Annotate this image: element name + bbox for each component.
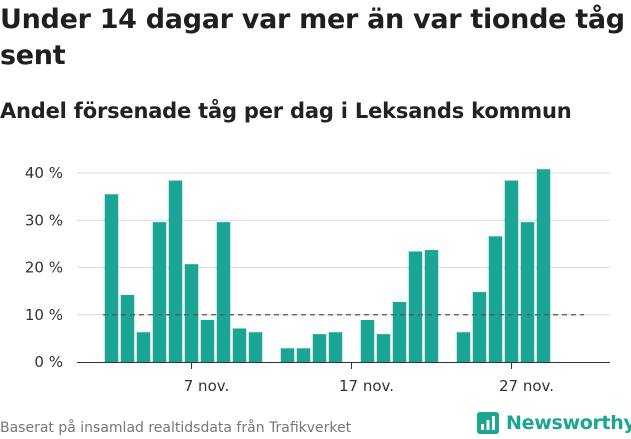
bar	[200, 319, 215, 362]
chart-title: Under 14 dagar var mer än var tionde tåg…	[0, 4, 625, 71]
bar	[520, 222, 535, 362]
bar	[472, 292, 487, 362]
x-tick-label: 27 nov.	[499, 377, 554, 395]
bar	[216, 222, 231, 362]
bar	[168, 180, 183, 362]
y-tick-label: 30 %	[25, 211, 63, 229]
chart-subtitle: Andel försenade tåg per dag i Leksands k…	[0, 99, 572, 123]
bar	[120, 294, 135, 362]
source-note: Baserat på insamlad realtidsdata från Tr…	[0, 420, 352, 436]
bar	[248, 332, 263, 362]
bar	[232, 328, 247, 362]
bar	[392, 301, 407, 362]
bar	[408, 251, 423, 362]
bar	[504, 180, 519, 362]
bar	[152, 222, 167, 362]
logo-text: Newsworthy	[506, 412, 631, 434]
x-tick-label: 17 nov.	[339, 377, 394, 395]
bar	[424, 250, 439, 362]
bar	[456, 332, 471, 362]
y-tick-label: 10 %	[25, 306, 63, 324]
bar	[488, 236, 503, 362]
bar	[296, 348, 311, 362]
newsworthy-logo[interactable]: Newsworthy	[476, 409, 631, 437]
bar	[360, 319, 375, 362]
bar	[104, 194, 119, 362]
bar	[536, 169, 551, 362]
bar	[136, 332, 151, 362]
bar	[376, 334, 391, 362]
bar	[280, 348, 295, 362]
y-tick-label: 0 %	[34, 353, 63, 371]
y-tick-label: 20 %	[25, 259, 63, 277]
x-tick-label: 7 nov.	[184, 377, 229, 395]
newsworthy-logo-icon	[477, 412, 499, 434]
bar	[312, 334, 327, 362]
y-tick-label: 40 %	[25, 164, 63, 182]
bar	[328, 332, 343, 362]
bar	[184, 264, 199, 362]
